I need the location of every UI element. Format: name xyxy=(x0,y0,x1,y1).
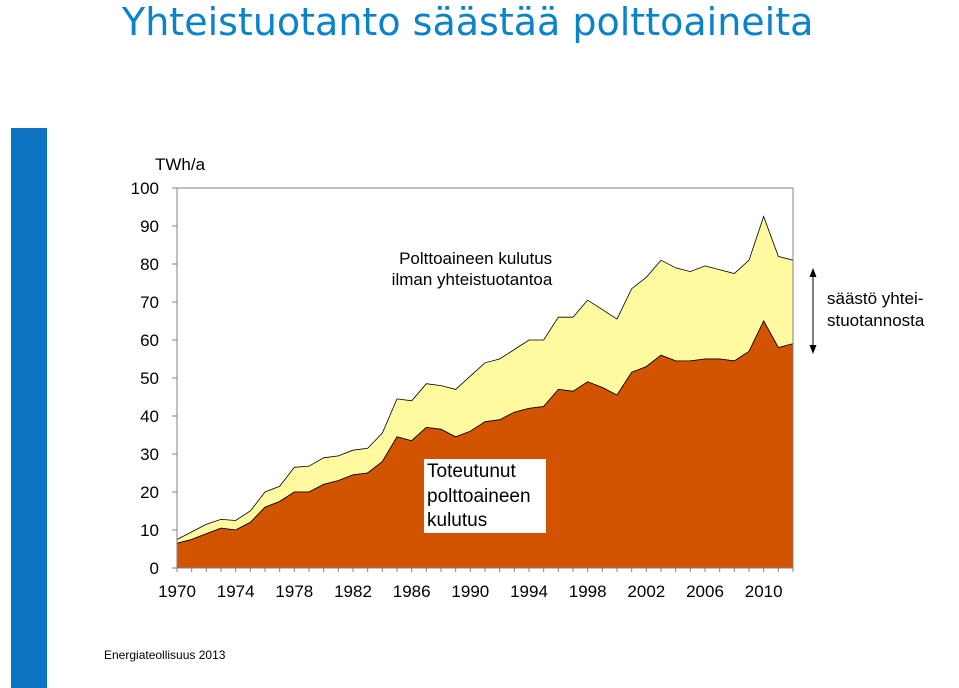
x-tick-label: 1970 xyxy=(158,582,196,601)
x-tick-label: 1998 xyxy=(569,582,607,601)
x-tick-label: 1982 xyxy=(334,582,372,601)
x-tick-label: 2002 xyxy=(627,582,665,601)
y-tick-label: 90 xyxy=(140,217,159,236)
x-tick-label: 1978 xyxy=(275,582,313,601)
source-note: Energiateollisuus 2013 xyxy=(104,648,226,662)
label-actual-line2: polttoaineen xyxy=(427,486,531,507)
slide-title: Yhteistuotanto säästää polttoaineita xyxy=(122,0,814,44)
label-actual-line1: Toteutunut xyxy=(427,461,516,482)
unit-label: TWh/a xyxy=(155,155,206,174)
y-tick-label: 0 xyxy=(150,559,159,578)
label-without-chp-line1: Polttoaineen kulutus xyxy=(399,249,552,268)
y-tick-label: 20 xyxy=(140,483,159,502)
label-without-chp-line2: ilman yhteistuotantoa xyxy=(392,270,553,289)
label-savings-line1: säästö yhtei- xyxy=(827,289,923,308)
y-tick-label: 40 xyxy=(140,407,159,426)
x-tick-label: 1990 xyxy=(451,582,489,601)
x-tick-label: 1974 xyxy=(217,582,255,601)
accent-bar xyxy=(11,128,47,688)
series-area-actual xyxy=(176,320,794,569)
y-tick-label: 70 xyxy=(140,293,159,312)
label-actual-box xyxy=(424,459,546,533)
y-tick-label: 80 xyxy=(140,255,159,274)
label-savings-line2: stuotannosta xyxy=(827,311,925,330)
x-tick-label: 2010 xyxy=(745,582,783,601)
x-tick-label: 1986 xyxy=(393,582,431,601)
label-actual-line3: kulutus xyxy=(427,510,487,531)
label-actual: Toteutunut polttoaineen kulutus xyxy=(427,461,536,531)
label-savings: säästö yhtei- stuotannosta xyxy=(827,289,928,330)
y-tick-label: 10 xyxy=(140,521,159,540)
x-tick-label: 2006 xyxy=(686,582,724,601)
y-tick-label: 100 xyxy=(131,179,159,198)
savings-arrow xyxy=(809,268,817,354)
x-tick-label: 1994 xyxy=(510,582,548,601)
label-without-chp: Polttoaineen kulutus ilman yhteistuotant… xyxy=(392,249,557,289)
y-tick-label: 60 xyxy=(140,331,159,350)
y-tick-label: 30 xyxy=(140,445,159,464)
y-tick-label: 50 xyxy=(140,369,159,388)
